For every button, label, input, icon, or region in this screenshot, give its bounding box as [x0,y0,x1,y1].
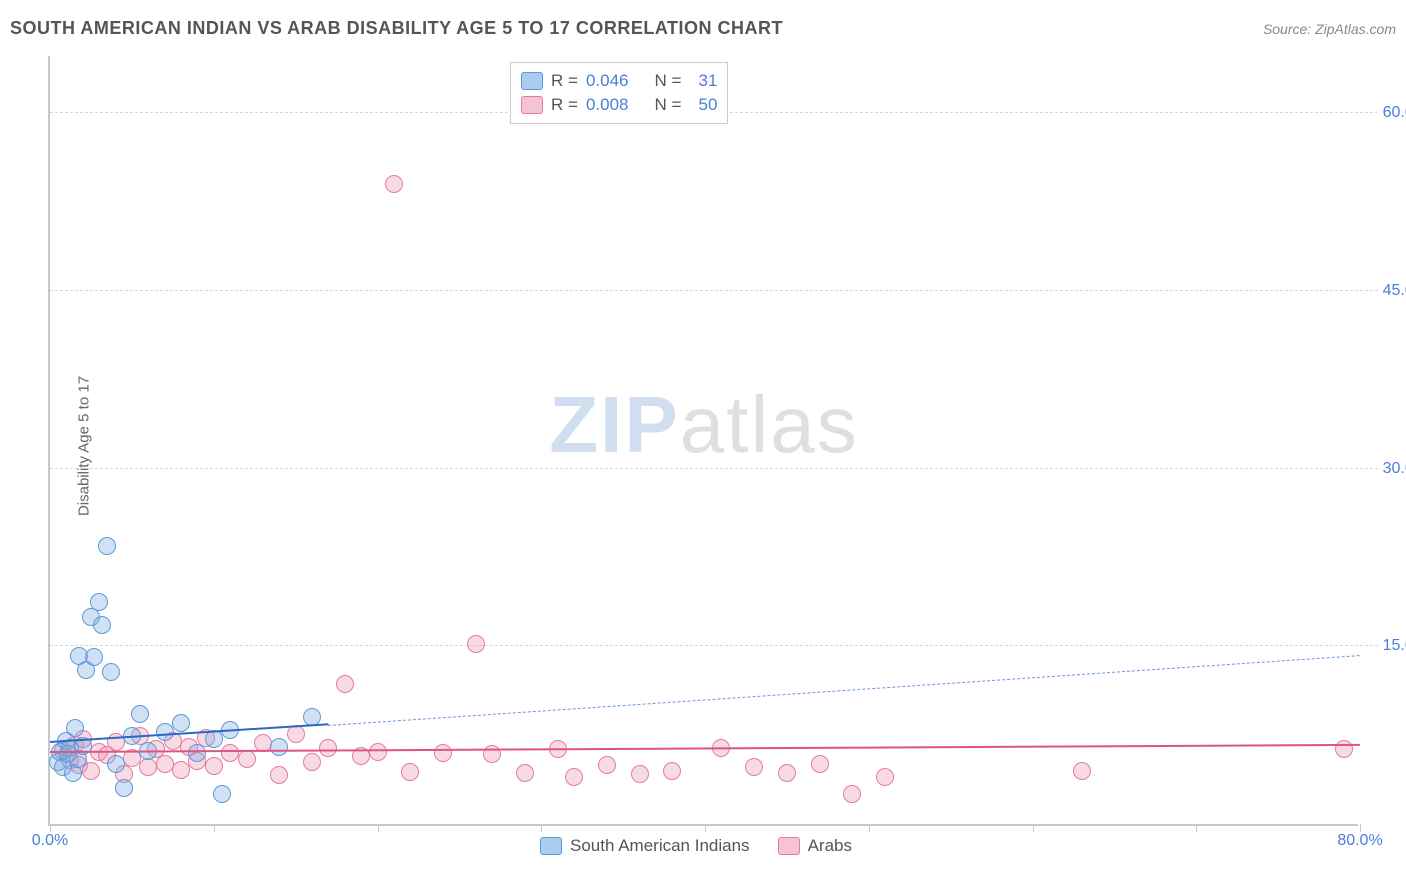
data-point [303,753,321,771]
x-tick [541,824,542,832]
r-value: 0.008 [586,95,629,115]
x-tick [378,824,379,832]
trend-line-dashed [328,655,1360,726]
legend-label: South American Indians [570,836,750,856]
x-tick [50,824,51,832]
n-label: N = [654,95,681,115]
data-point [156,755,174,773]
data-point [188,744,206,762]
chart-title: SOUTH AMERICAN INDIAN VS ARAB DISABILITY… [10,18,783,39]
data-point [401,763,419,781]
y-tick-label: 60.0% [1368,104,1406,122]
data-point [131,705,149,723]
legend-swatch [540,837,562,855]
data-point [811,755,829,773]
n-value: 31 [689,71,717,91]
data-point [467,635,485,653]
data-point [93,616,111,634]
title-bar: SOUTH AMERICAN INDIAN VS ARAB DISABILITY… [10,18,1396,39]
legend-swatch [778,837,800,855]
gridline [50,468,1378,469]
data-point [843,785,861,803]
data-point [107,755,125,773]
r-label: R = [551,95,578,115]
data-point [565,768,583,786]
stats-row: R = 0.008 N = 50 [521,93,717,117]
data-point [434,744,452,762]
trend-line-solid [50,744,1360,753]
x-tick [1033,824,1034,832]
data-point [663,762,681,780]
x-tick [705,824,706,832]
data-point [745,758,763,776]
data-point [369,743,387,761]
data-point [516,764,534,782]
legend-swatch [521,96,543,114]
data-point [85,648,103,666]
legend-label: Arabs [808,836,852,856]
data-point [270,738,288,756]
data-point [336,675,354,693]
y-tick-label: 15.0% [1368,637,1406,655]
data-point [270,766,288,784]
data-point [876,768,894,786]
data-point [385,175,403,193]
r-label: R = [551,71,578,91]
watermark: ZIPatlas [549,379,858,471]
series-legend: South American Indians Arabs [540,836,852,856]
data-point [319,739,337,757]
stats-legend: R = 0.046 N = 31 R = 0.008 N = 50 [510,62,728,124]
data-point [102,663,120,681]
n-value: 50 [689,95,717,115]
data-point [213,785,231,803]
data-point [631,765,649,783]
legend-swatch [521,72,543,90]
x-tick [214,824,215,832]
n-label: N = [654,71,681,91]
data-point [139,758,157,776]
watermark-zip: ZIP [549,380,679,469]
data-point [115,779,133,797]
x-tick [1196,824,1197,832]
data-point [98,537,116,555]
legend-item: South American Indians [540,836,750,856]
gridline [50,645,1378,646]
plot-area: ZIPatlas 15.0%30.0%45.0%60.0%0.0%80.0%R … [48,56,1358,826]
x-tick [1360,824,1361,832]
data-point [238,750,256,768]
data-point [205,757,223,775]
y-tick-label: 30.0% [1368,460,1406,478]
data-point [172,761,190,779]
data-point [156,723,174,741]
data-point [172,714,190,732]
legend-item: Arabs [778,836,852,856]
stats-row: R = 0.046 N = 31 [521,69,717,93]
source-label: Source: ZipAtlas.com [1263,21,1396,37]
r-value: 0.046 [586,71,629,91]
y-tick-label: 45.0% [1368,282,1406,300]
x-tick-label: 80.0% [1337,832,1382,850]
data-point [66,719,84,737]
data-point [1073,762,1091,780]
x-tick-label: 0.0% [32,832,68,850]
gridline [50,290,1378,291]
data-point [221,744,239,762]
data-point [778,764,796,782]
x-tick [869,824,870,832]
data-point [90,593,108,611]
watermark-atlas: atlas [680,380,859,469]
data-point [598,756,616,774]
